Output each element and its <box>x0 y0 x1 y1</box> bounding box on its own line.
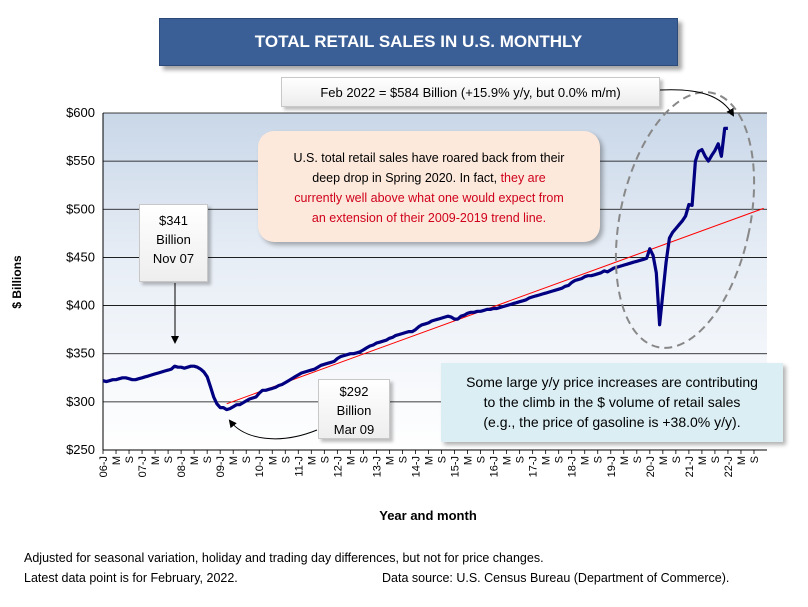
x-tick-label: S <box>554 456 566 463</box>
x-tick-label: S <box>710 456 722 463</box>
x-tick-label: 06-J <box>98 456 110 477</box>
x-tick-label: S <box>241 456 253 463</box>
peak-value: $341 <box>159 213 188 228</box>
x-tick-label: M <box>580 456 592 465</box>
x-tick-label: M <box>619 456 631 465</box>
x-tick-label: S <box>319 456 331 463</box>
x-tick-label: 22-J <box>723 456 735 477</box>
y-tick-label: $250 <box>66 442 95 457</box>
trough-unit: Billion <box>336 403 372 418</box>
x-tick-label: S <box>202 456 214 463</box>
x-tick-label: M <box>306 456 318 465</box>
summary-callout: U.S. total retail sales have roared back… <box>258 131 600 242</box>
y-tick-label: $550 <box>66 153 95 168</box>
summary-line2: deep drop in Spring 2020. In fact, <box>312 171 501 185</box>
x-tick-label: M <box>228 456 240 465</box>
x-tick-label: 15-J <box>450 456 462 477</box>
y-tick-label: $400 <box>66 298 95 313</box>
x-tick-label: S <box>632 456 644 463</box>
y-tick-label: $350 <box>66 346 95 361</box>
x-tick-label: 12-J <box>332 456 344 477</box>
x-tick-label: S <box>593 456 605 463</box>
x-axis-label: Year and month <box>379 508 477 523</box>
x-tick-label: S <box>476 456 488 463</box>
data-source: Data source: U.S. Census Bureau (Departm… <box>382 571 730 585</box>
x-tick-label: 17-J <box>528 456 540 477</box>
y-tick-label: $300 <box>66 394 95 409</box>
x-tick-label: S <box>437 456 449 463</box>
x-tick-label: M <box>267 456 279 465</box>
x-tick-label: 08-J <box>176 456 188 477</box>
x-tick-label: M <box>697 456 709 465</box>
trough-arrow <box>228 419 318 440</box>
trough-callout: $292 Billion Mar 09 <box>318 379 390 439</box>
summary-red3: an extension of their 2009-2019 trend li… <box>311 211 547 225</box>
x-tick-label: M <box>345 456 357 465</box>
trend-line <box>226 207 764 405</box>
trough-date: Mar 09 <box>333 422 375 437</box>
peak-unit: Billion <box>156 232 191 247</box>
x-tick-label: M <box>463 456 475 465</box>
x-tick-label: 10-J <box>254 456 266 477</box>
x-tick-label: M <box>502 456 514 465</box>
price-increase-callout: Some large y/y price increases are contr… <box>441 363 783 442</box>
peak-date: Nov 07 <box>152 251 195 266</box>
x-tick-label: S <box>280 456 292 463</box>
x-tick-label: 14-J <box>410 456 422 477</box>
x-tick-label: M <box>111 456 123 465</box>
x-tick-label: 11-J <box>293 456 305 477</box>
y-tick-label: $450 <box>66 249 95 264</box>
retail-sales-series <box>102 126 728 412</box>
x-tick-label: S <box>358 456 370 463</box>
x-tick-label: M <box>736 456 748 465</box>
x-tick-label: S <box>749 456 761 463</box>
x-tick-label: M <box>384 456 396 465</box>
latest-value-callout: Feb 2022 = $584 Billion (+15.9% y/y, but… <box>281 77 660 107</box>
x-tick-label: 16-J <box>489 456 501 477</box>
y-tick-label: $600 <box>66 105 95 120</box>
x-tick-label: 21-J <box>684 456 696 477</box>
y-tick-label: $500 <box>66 201 95 216</box>
highlight-ellipse <box>614 91 756 349</box>
summary-red2: currently well above what one would expe… <box>294 191 564 205</box>
x-tick-label: 20-J <box>645 456 657 477</box>
prices-line2: to the climb in the $ volume of retail s… <box>483 394 741 410</box>
x-tick-label: S <box>397 456 409 463</box>
x-tick-label: 19-J <box>606 456 618 477</box>
x-tick-label: M <box>658 456 670 465</box>
x-tick-label: 09-J <box>215 456 227 477</box>
x-tick-label: 13-J <box>371 456 383 477</box>
x-tick-label: M <box>541 456 553 465</box>
trough-value: $292 <box>339 384 369 399</box>
x-tick-label: M <box>189 456 201 465</box>
footnote-adjustment: Adjusted for seasonal variation, holiday… <box>24 551 544 565</box>
x-tick-label: 18-J <box>567 456 579 477</box>
x-tick-label: S <box>124 456 136 463</box>
summary-line1: U.S. total retail sales have roared back… <box>293 151 565 165</box>
x-tick-label: S <box>163 456 175 463</box>
summary-red1: they are <box>500 171 546 185</box>
y-axis-label: $ Billions <box>10 255 24 309</box>
peak-callout: $341 Billion Nov 07 <box>139 204 208 282</box>
prices-line3: (e.g., the price of gasoline is +38.0% y… <box>483 414 741 430</box>
x-tick-label: M <box>423 456 435 465</box>
footnote-latest: Latest data point is for February, 2022. <box>24 571 238 585</box>
x-tick-label: 07-J <box>137 456 149 477</box>
latest-arrow <box>659 89 735 117</box>
x-tick-label: M <box>150 456 162 465</box>
x-tick-label: S <box>671 456 683 463</box>
prices-line1: Some large y/y price increases are contr… <box>466 374 758 390</box>
chart-title: TOTAL RETAIL SALES IN U.S. MONTHLY <box>159 18 678 66</box>
x-tick-label: S <box>515 456 527 463</box>
